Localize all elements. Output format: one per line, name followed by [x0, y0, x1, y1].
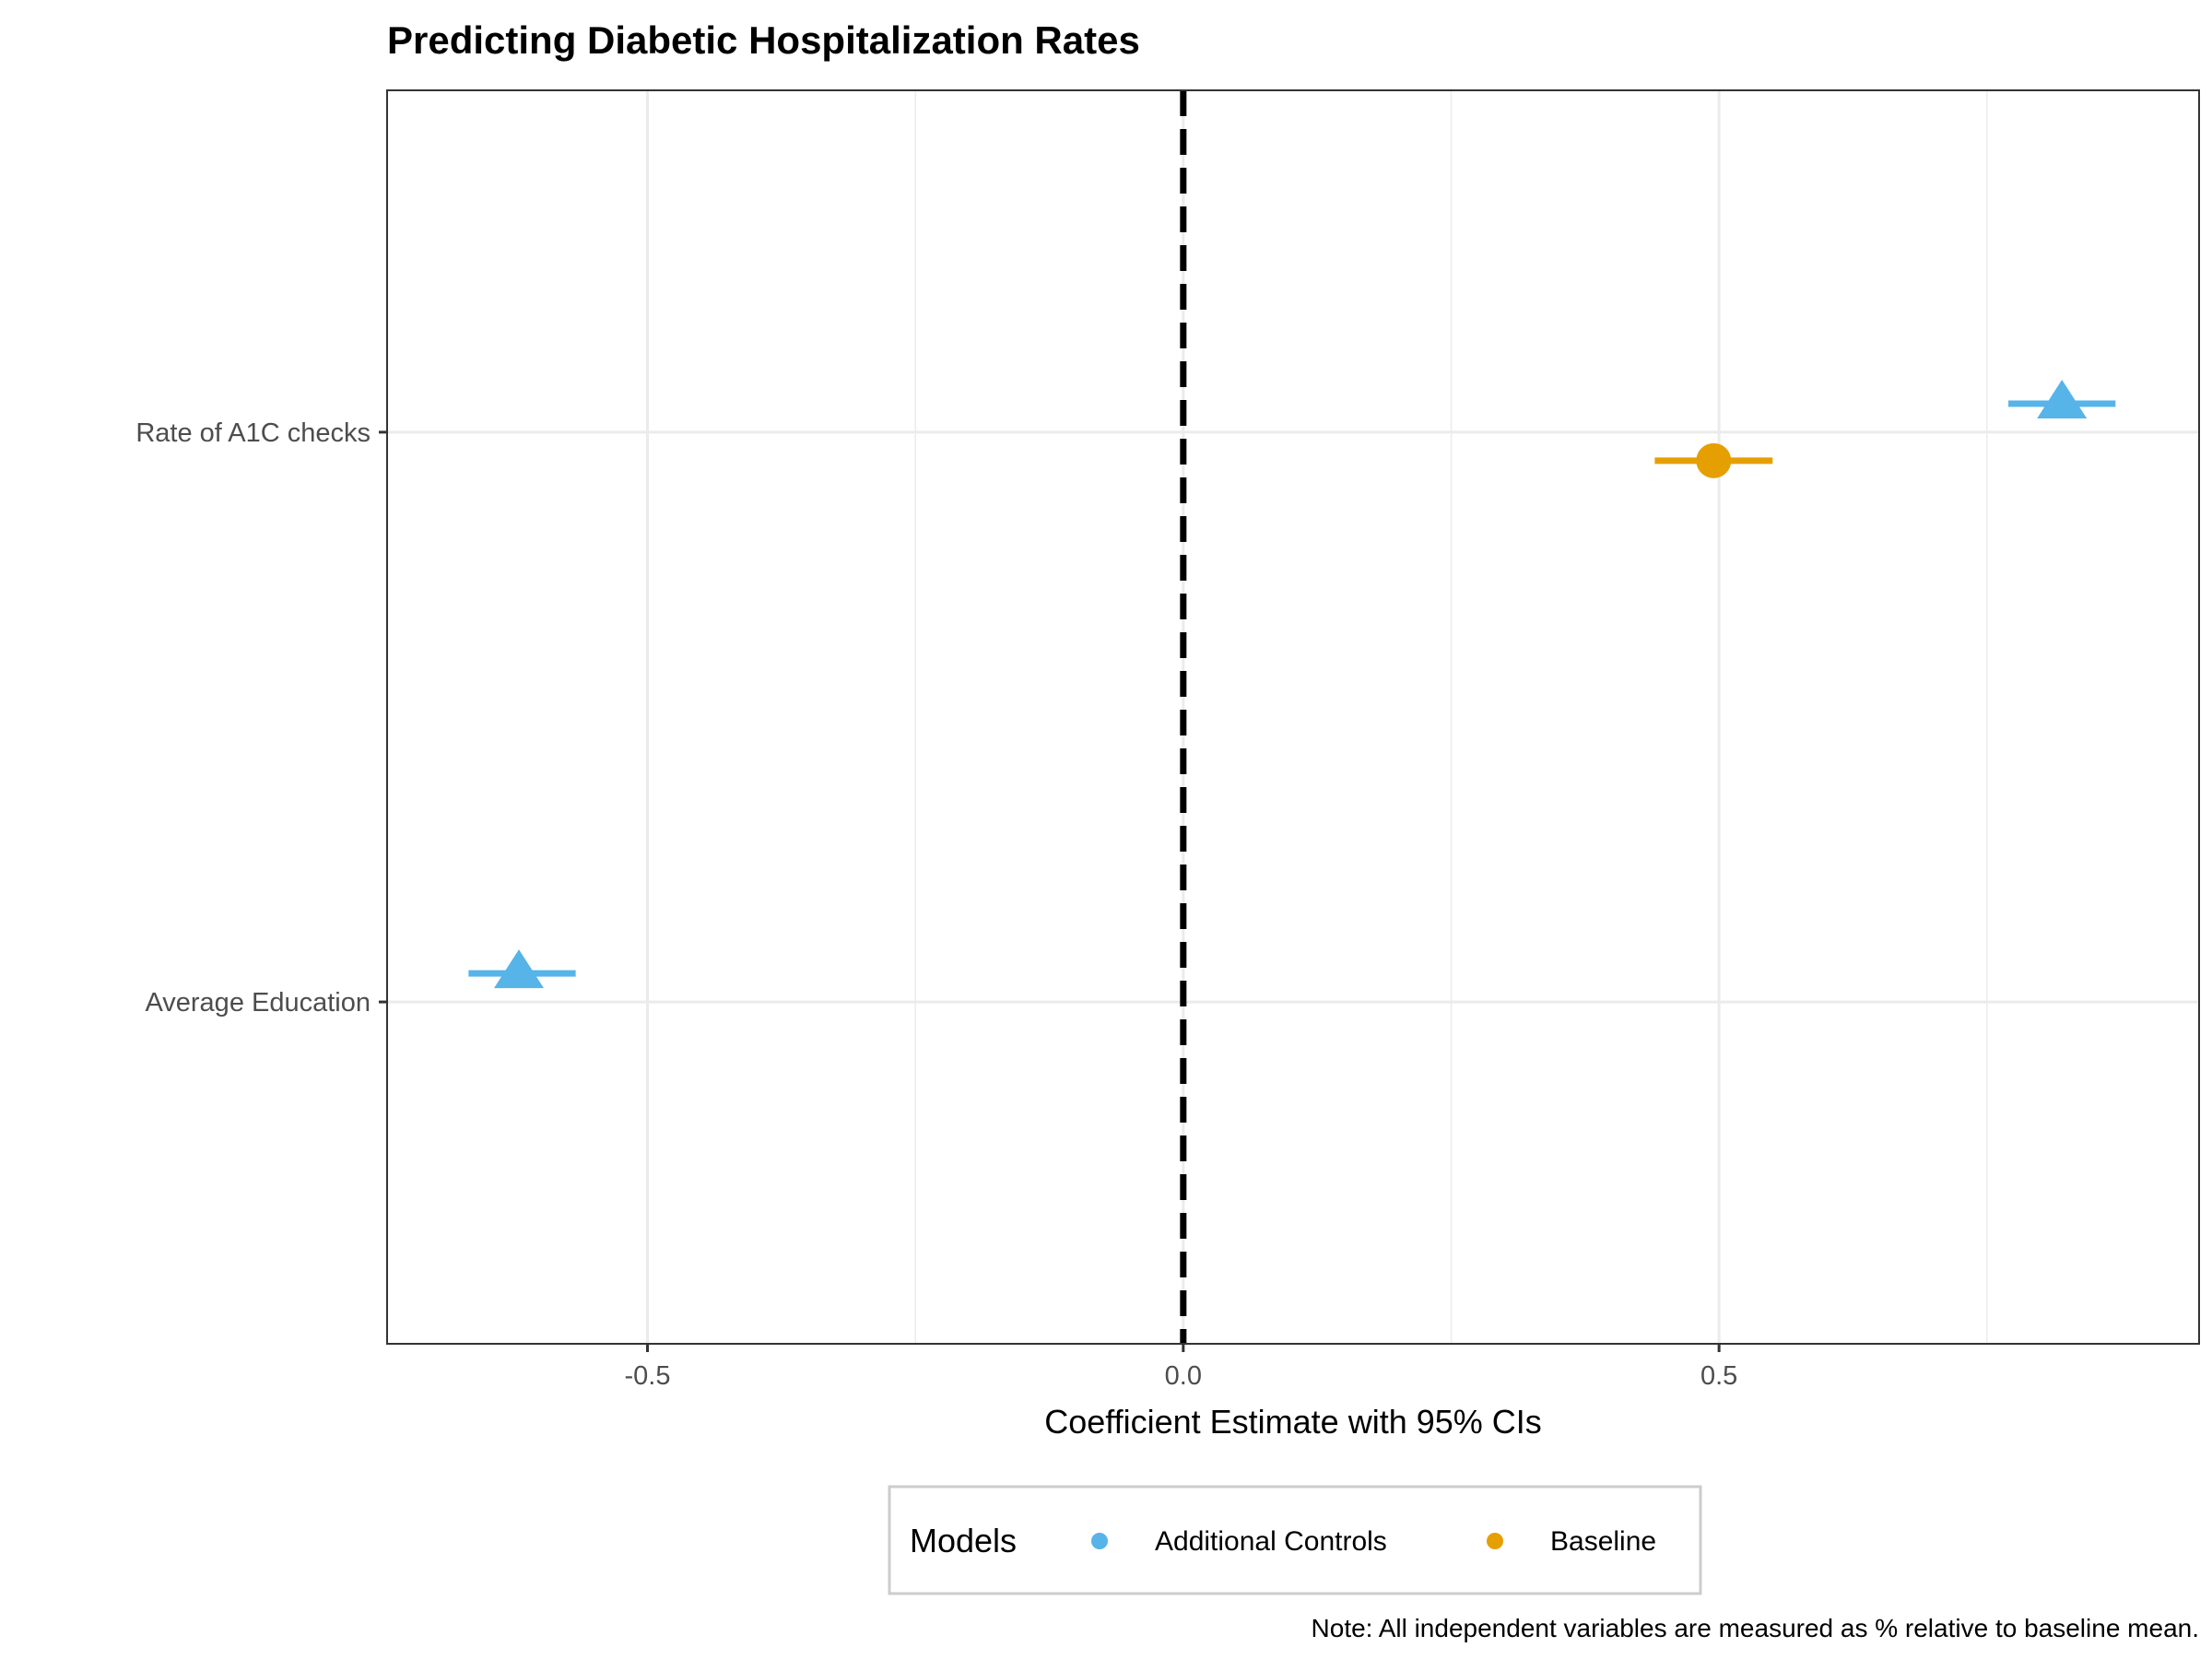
x-tick-label: 0.0 — [1165, 1361, 1202, 1391]
y-tick-label: Average Education — [145, 988, 371, 1018]
legend-title: Models — [910, 1522, 1017, 1559]
legend: Models Additional Controls Baseline — [888, 1485, 1702, 1595]
plot-panel — [387, 90, 2199, 1344]
point-marker-circle — [1696, 442, 1732, 478]
y-axis: Rate of A1C checks Average Education — [135, 418, 387, 1018]
y-tick-label: Rate of A1C checks — [135, 418, 371, 448]
x-tick-label: -0.5 — [625, 1361, 671, 1391]
x-axis-title: Coefficient Estimate with 95% CIs — [1044, 1403, 1542, 1441]
legend-box — [888, 1485, 1702, 1595]
point-marker-triangle — [2037, 379, 2088, 418]
data-marks — [468, 379, 2116, 989]
chart-title: Predicting Diabetic Hospitalization Rate… — [387, 18, 1140, 62]
plot-border — [386, 89, 2200, 1345]
point-marker-triangle — [494, 949, 545, 989]
legend-label-additional-controls: Additional Controls — [1155, 1526, 1387, 1557]
legend-key-baseline — [1487, 1533, 1503, 1549]
x-tick-label: 0.5 — [1700, 1361, 1737, 1391]
legend-label-baseline: Baseline — [1550, 1526, 1656, 1557]
legend-key-additional-controls — [1091, 1533, 1108, 1549]
x-axis: -0.5 0.0 0.5 — [625, 1344, 1737, 1391]
chart-caption: Note: All independent variables are meas… — [1312, 1614, 2199, 1642]
